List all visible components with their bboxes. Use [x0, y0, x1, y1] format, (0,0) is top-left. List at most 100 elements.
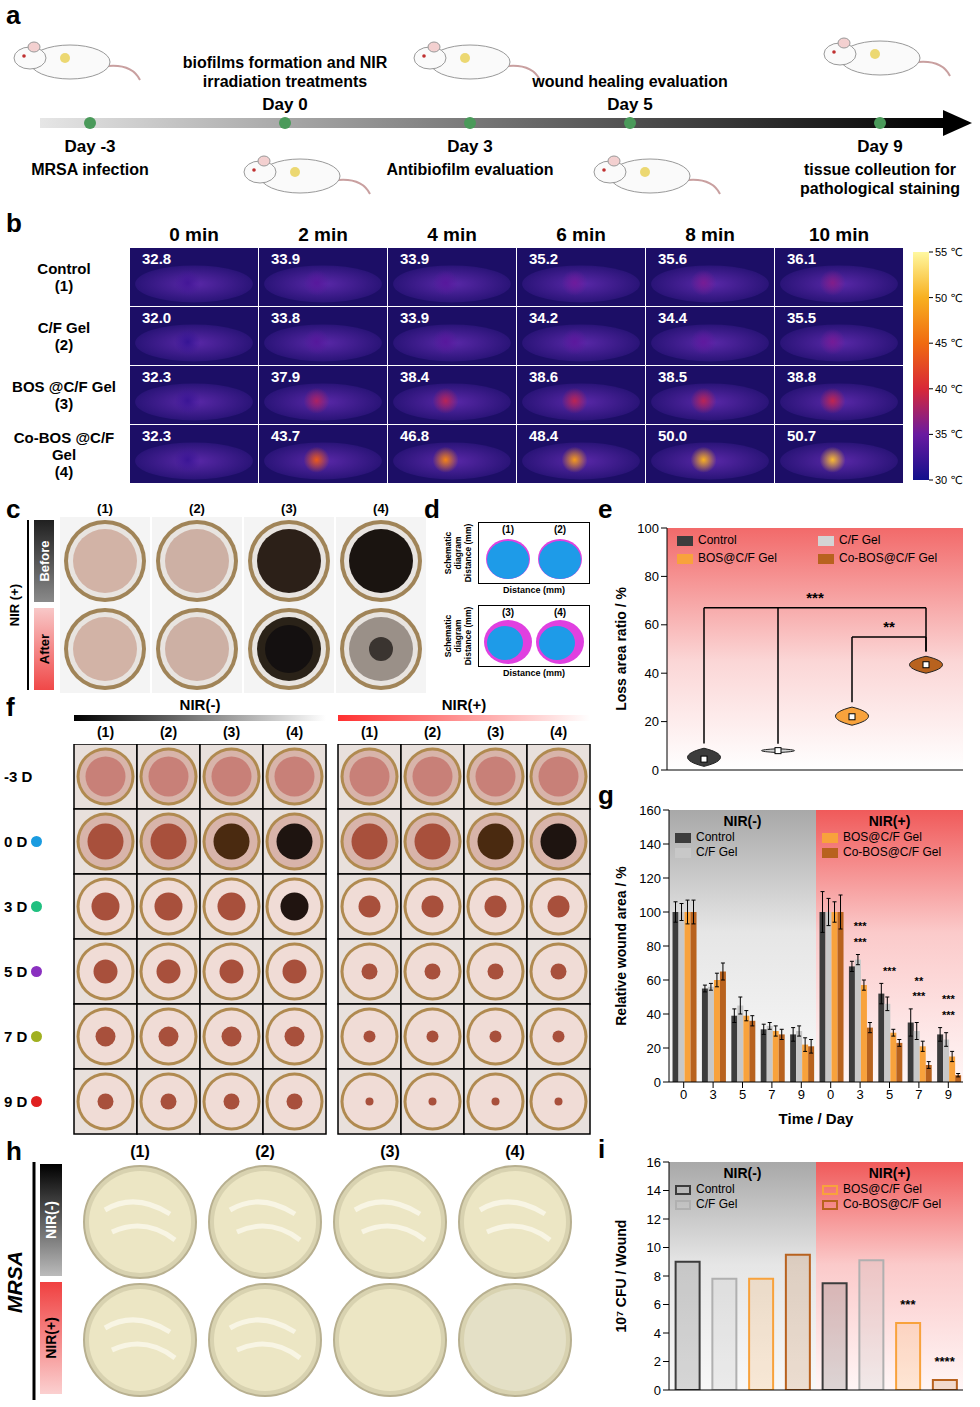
svg-text:48.4: 48.4 — [529, 427, 559, 444]
svg-text:3: 3 — [709, 1087, 716, 1102]
svg-text:**: ** — [883, 618, 895, 635]
svg-text:60: 60 — [645, 617, 659, 632]
html-text:biofilms formation and NIR irr: biofilms formation and NIR irradiation t… — [182, 54, 388, 90]
svg-text:4: 4 — [654, 1326, 661, 1341]
html-text:Day 5: Day 5 — [607, 95, 653, 114]
svg-text:40: 40 — [647, 1007, 661, 1022]
svg-text:33.9: 33.9 — [400, 250, 429, 267]
svg-text:5: 5 — [739, 1087, 746, 1102]
svg-text:9: 9 — [798, 1087, 805, 1102]
svg-text:20: 20 — [645, 714, 659, 729]
svg-text:***: *** — [942, 993, 956, 1005]
svg-text:50.7: 50.7 — [787, 427, 816, 444]
svg-text:37.9: 37.9 — [271, 368, 300, 385]
svg-text:10: 10 — [647, 1240, 661, 1255]
svg-text:***: *** — [854, 920, 868, 932]
svg-text:(1): (1) — [502, 524, 514, 535]
svg-text:7: 7 — [915, 1087, 922, 1102]
svg-text:46.8: 46.8 — [400, 427, 429, 444]
svg-text:Time / Day: Time / Day — [779, 1110, 854, 1127]
svg-text:55 ℃: 55 ℃ — [935, 246, 963, 258]
svg-text:(4): (4) — [554, 607, 566, 618]
svg-text:8: 8 — [654, 1269, 661, 1284]
html-text:MRSA: MRSA — [3, 1251, 26, 1313]
html-text:Day -3: Day -3 — [64, 137, 116, 156]
svg-text:38.4: 38.4 — [400, 368, 430, 385]
svg-text:50 ℃: 50 ℃ — [935, 292, 963, 304]
svg-text:(2): (2) — [554, 524, 566, 535]
svg-text:6: 6 — [654, 1297, 661, 1312]
svg-text:3: 3 — [856, 1087, 863, 1102]
svg-text:32.3: 32.3 — [142, 427, 171, 444]
svg-text:32.8: 32.8 — [142, 250, 171, 267]
svg-text:38.8: 38.8 — [787, 368, 816, 385]
svg-text:45 ℃: 45 ℃ — [935, 337, 963, 349]
svg-text:7: 7 — [768, 1087, 775, 1102]
svg-text:0: 0 — [654, 1075, 661, 1090]
svg-text:80: 80 — [645, 569, 659, 584]
svg-text:40 ℃: 40 ℃ — [935, 383, 963, 395]
html-text:Day 3: Day 3 — [447, 137, 493, 156]
svg-text:60: 60 — [647, 973, 661, 988]
svg-text:32.3: 32.3 — [142, 368, 171, 385]
html-text:6 min: 6 min — [556, 224, 606, 245]
svg-text:30 ℃: 30 ℃ — [935, 474, 963, 486]
svg-text:40: 40 — [645, 666, 659, 681]
svg-text:80: 80 — [647, 939, 661, 954]
svg-text:35.2: 35.2 — [529, 250, 558, 267]
svg-text:33.9: 33.9 — [400, 309, 429, 326]
svg-text:(3): (3) — [502, 607, 514, 618]
html-text:4 min: 4 min — [427, 224, 477, 245]
svg-text:***: *** — [942, 1009, 956, 1021]
html-text:tissue colleution for patholog: tissue colleution for pathological stain… — [800, 161, 960, 197]
html-text:8 min: 8 min — [685, 224, 735, 245]
svg-text:5: 5 — [886, 1087, 893, 1102]
svg-text:38.5: 38.5 — [658, 368, 687, 385]
svg-text:34.4: 34.4 — [658, 309, 688, 326]
svg-text:14: 14 — [647, 1183, 661, 1198]
svg-text:0: 0 — [680, 1087, 687, 1102]
svg-text:Relative wound area / %: Relative wound area / % — [613, 866, 629, 1026]
svg-text:**: ** — [915, 975, 924, 987]
html-text:10 min: 10 min — [808, 224, 870, 245]
svg-text:***: *** — [900, 1297, 916, 1312]
html-text:2 min: 2 min — [298, 224, 348, 245]
svg-text:2: 2 — [654, 1354, 661, 1369]
html-text:Co-BOS @C/F Gel: Co-BOS @C/F Gel — [13, 428, 115, 463]
svg-text:140: 140 — [639, 837, 661, 852]
svg-text:38.6: 38.6 — [529, 368, 558, 385]
svg-text:12: 12 — [647, 1212, 661, 1227]
html-text:Day 0: Day 0 — [262, 95, 308, 114]
svg-text:33.9: 33.9 — [271, 250, 300, 267]
svg-text:50.0: 50.0 — [658, 427, 687, 444]
svg-text:***: *** — [854, 936, 868, 948]
svg-text:160: 160 — [639, 803, 661, 818]
svg-text:***: *** — [883, 965, 897, 977]
svg-text:32.0: 32.0 — [142, 309, 171, 326]
svg-text:0: 0 — [654, 1383, 661, 1398]
svg-text:***: *** — [912, 990, 926, 1002]
html-text:0 min: 0 min — [169, 224, 219, 245]
html-text:Schematic diagram Distance (mm: Schematic diagram Distance (mm) — [443, 523, 473, 583]
svg-text:16: 16 — [647, 1155, 661, 1170]
svg-text:0: 0 — [827, 1087, 834, 1102]
svg-text:0: 0 — [652, 763, 659, 778]
svg-text:35.5: 35.5 — [787, 309, 816, 326]
svg-text:100: 100 — [639, 905, 661, 920]
svg-text:33.8: 33.8 — [271, 309, 300, 326]
html-text:Schematic diagram Distance (mm: Schematic diagram Distance (mm) — [443, 606, 473, 666]
svg-text:34.2: 34.2 — [529, 309, 558, 326]
svg-text:36.1: 36.1 — [787, 250, 816, 267]
svg-text:20: 20 — [647, 1041, 661, 1056]
svg-text:100: 100 — [637, 521, 659, 536]
svg-text:****: **** — [935, 1354, 956, 1369]
svg-text:120: 120 — [639, 871, 661, 886]
svg-text:35 ℃: 35 ℃ — [935, 428, 963, 440]
svg-text:35.6: 35.6 — [658, 250, 687, 267]
svg-text:43.7: 43.7 — [271, 427, 300, 444]
svg-text:***: *** — [806, 589, 824, 606]
svg-text:Loss area ratio / %: Loss area ratio / % — [613, 587, 629, 711]
svg-text:10⁷ CFU / Wound: 10⁷ CFU / Wound — [613, 1220, 629, 1333]
svg-text:9: 9 — [945, 1087, 952, 1102]
html-text:Day 9: Day 9 — [857, 137, 903, 156]
